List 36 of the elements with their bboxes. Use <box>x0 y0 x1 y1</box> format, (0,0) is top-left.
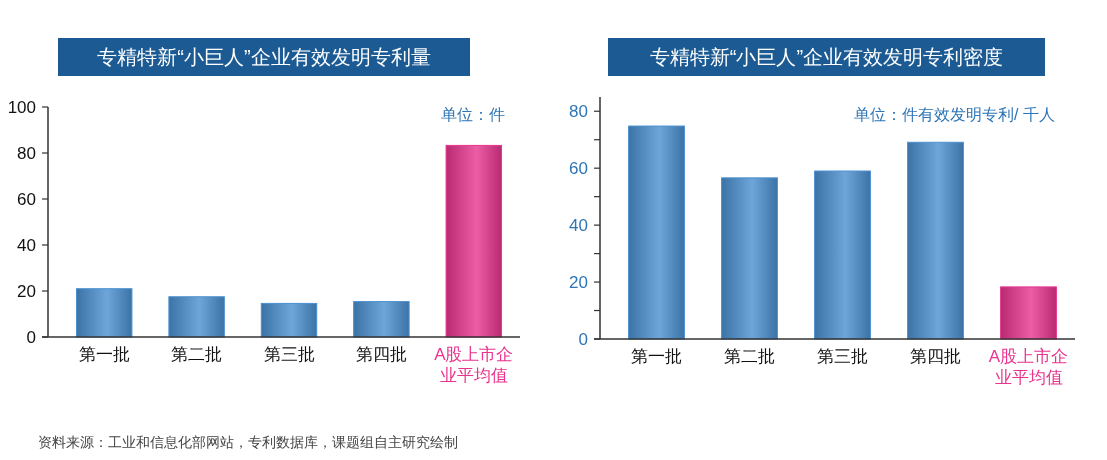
y-tick-label: 20 <box>17 282 36 301</box>
bar <box>353 301 410 338</box>
y-tick-label: 60 <box>569 159 588 179</box>
chart-title: 专精特新“小巨人”企业有效发明专利量 <box>97 46 431 68</box>
text: 资料来源：工业和信息化部网站，专利数据库，课题组自主研究绘制 <box>38 434 458 450</box>
y-tick-label: 80 <box>17 144 36 163</box>
y-tick-label: 20 <box>569 273 588 293</box>
chart-title: 专精特新“小巨人”企业有效发明专利密度 <box>649 46 1004 68</box>
y-tick-label: 40 <box>569 216 588 236</box>
x-tick-label: 第二批 <box>171 345 223 364</box>
bar <box>628 125 685 340</box>
y-tick-label: 60 <box>17 190 36 209</box>
x-tick-label: 第一批 <box>631 347 682 366</box>
x-tick-label: 第三批 <box>817 347 868 366</box>
x-tick-label: 第三批 <box>263 345 315 364</box>
bar <box>75 288 133 338</box>
annotation: 单位：件有效发明专利/ 千人 <box>854 106 1055 123</box>
annotation: 单位：件 <box>441 106 505 123</box>
x-tick-label: 第四批 <box>355 345 407 364</box>
bar <box>260 302 318 338</box>
y-tick-label: 80 <box>569 102 588 122</box>
x-tick-label: A股上市企业平均值 <box>988 347 1069 387</box>
y-tick-label: 40 <box>17 236 36 255</box>
x-tick-label: 第四批 <box>910 347 961 366</box>
bar <box>721 177 778 340</box>
bar <box>445 144 503 338</box>
y-tick-label: 100 <box>7 98 36 117</box>
x-tick-label: 第二批 <box>724 347 775 366</box>
bar <box>814 170 871 340</box>
bar <box>168 296 225 338</box>
y-tick-label: 0 <box>26 328 36 347</box>
bar <box>907 141 964 340</box>
y-tick-label: 0 <box>578 330 588 349</box>
x-tick-label: A股上市企业平均值 <box>434 345 514 385</box>
bar <box>1000 286 1057 340</box>
x-tick-label: 第一批 <box>78 345 130 364</box>
